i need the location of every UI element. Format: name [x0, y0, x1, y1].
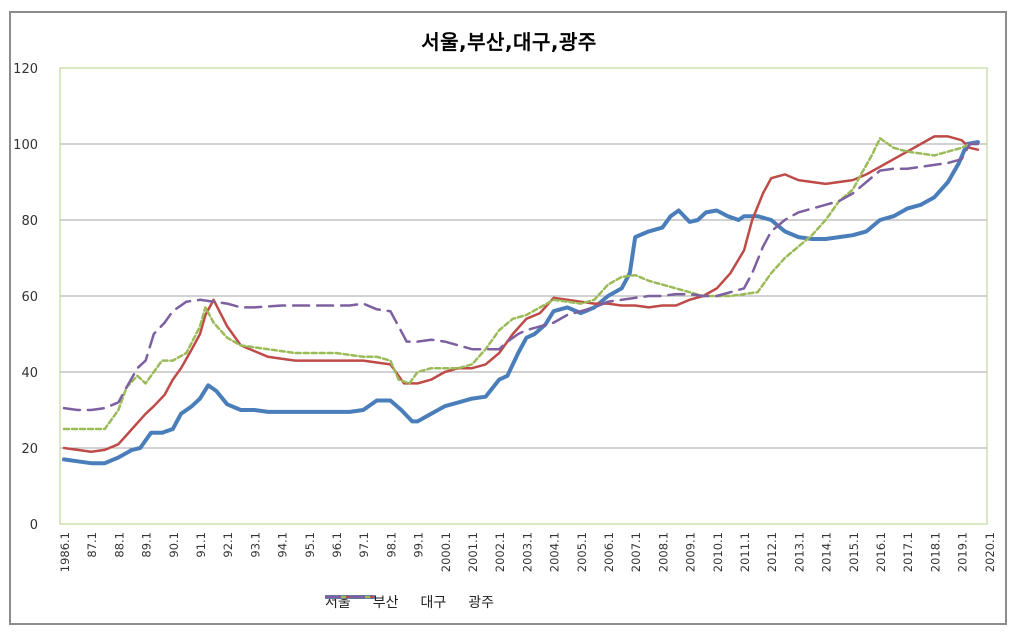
- series-line: [62, 137, 980, 431]
- x-tick-label: 2005.1: [575, 532, 589, 572]
- x-tick-label: 2019.1: [956, 532, 970, 572]
- x-tick-label: 87.1: [85, 532, 99, 558]
- x-tick-label: 2004.1: [548, 532, 562, 572]
- legend-item-busan: 부산: [325, 592, 399, 612]
- y-tick-label: 120: [13, 62, 38, 77]
- x-tick-label: 2002.1: [493, 532, 507, 572]
- x-tick-label: 98.1: [384, 532, 398, 558]
- series-lines: [62, 135, 980, 466]
- legend-item-daegu: 대구: [325, 592, 447, 612]
- x-tick-label: 1986.1: [58, 532, 72, 572]
- y-tick-label: 0: [30, 518, 38, 533]
- x-tick-label: 2017.1: [901, 532, 915, 572]
- x-tick-label: 2006.1: [602, 532, 616, 572]
- x-axis-ticks: 1986.1 87.1 88.1 89.1 90.1 91.1 92.1 93.1 94.1 95…: [58, 532, 997, 572]
- x-tick-label: 2015.1: [847, 532, 861, 572]
- x-tick-label: 88.1: [112, 532, 126, 558]
- x-tick-label: 94.1: [276, 532, 290, 558]
- x-tick-label: 2000.1: [439, 532, 453, 572]
- x-tick-label: 2020.1: [983, 532, 997, 572]
- x-tick-label: 2011.1: [738, 532, 752, 572]
- y-tick-label: 20: [21, 442, 38, 457]
- x-tick-label: 2012.1: [765, 532, 779, 572]
- x-tick-label: 93.1: [248, 532, 262, 558]
- x-tick-label: 90.1: [167, 532, 181, 558]
- x-tick-label: 89.1: [140, 532, 154, 558]
- plot-area-border: [59, 67, 988, 525]
- x-tick-label: 2008.1: [656, 532, 670, 572]
- legend-swatch-gwangju: [325, 595, 375, 599]
- x-tick-label: 2016.1: [874, 532, 888, 572]
- y-tick-label: 40: [21, 366, 38, 381]
- chart-title: 서울,부산,대구,광주: [421, 30, 597, 54]
- legend-item-gwangju: 광주: [325, 592, 495, 612]
- x-tick-label: 2001.1: [466, 532, 480, 572]
- legend-label: 대구: [420, 595, 447, 611]
- y-tick-label: 60: [21, 290, 38, 305]
- y-axis-ticks: 0 20 40 60 80 100 120: [13, 62, 38, 533]
- legend: 서울 부산 대구 광주: [325, 592, 516, 612]
- x-tick-label: 2010.1: [711, 532, 725, 572]
- series-line: [62, 142, 980, 412]
- y-tick-label: 100: [13, 138, 38, 153]
- legend-label: 광주: [468, 595, 495, 611]
- chart-frame: [9, 11, 1007, 625]
- x-tick-label: 97.1: [357, 532, 371, 558]
- y-tick-label: 80: [21, 214, 38, 229]
- legend-label: 부산: [372, 595, 399, 611]
- x-tick-label: 95.1: [303, 532, 317, 558]
- gridlines: [60, 143, 987, 449]
- x-tick-label: 2013.1: [792, 532, 806, 572]
- x-tick-label: 96.1: [330, 532, 344, 558]
- x-tick-label: 2014.1: [820, 532, 834, 572]
- series-line: [62, 135, 980, 454]
- x-tick-label: 91.1: [194, 532, 208, 558]
- x-tick-label: 2009.1: [684, 532, 698, 572]
- x-tick-label: 2003.1: [520, 532, 534, 572]
- x-tick-label: 2007.1: [629, 532, 643, 572]
- x-tick-label: 2018.1: [928, 532, 942, 572]
- series-line: [62, 140, 980, 466]
- x-tick-label: 92.1: [221, 532, 235, 558]
- x-tick-label: 99.1: [412, 532, 426, 558]
